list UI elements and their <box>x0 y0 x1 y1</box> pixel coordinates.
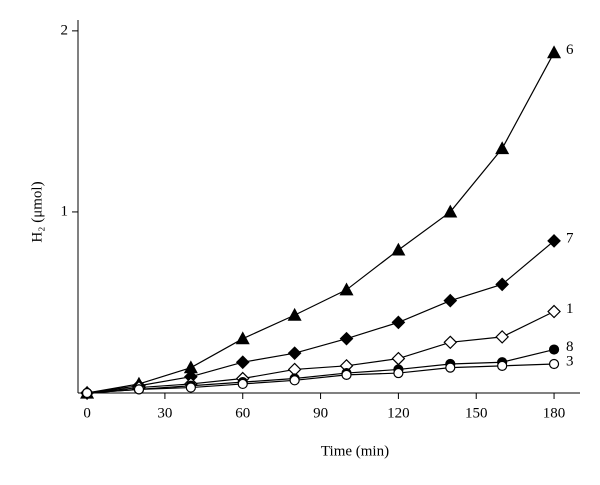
marker <box>391 351 406 366</box>
series-line <box>86 240 555 394</box>
marker <box>339 282 354 296</box>
marker <box>133 384 145 395</box>
x-tick-label: 120 <box>387 405 410 421</box>
marker <box>287 346 302 361</box>
marker <box>341 369 352 380</box>
marker <box>443 335 458 350</box>
y-tick-label: 2 <box>61 22 69 38</box>
x-tick-label: 0 <box>83 405 91 421</box>
marker <box>443 293 458 308</box>
marker <box>289 375 300 386</box>
marker <box>547 304 561 319</box>
marker <box>235 331 250 345</box>
marker <box>81 387 93 399</box>
marker <box>547 234 561 248</box>
x-tick-label: 60 <box>235 405 250 421</box>
marker <box>547 45 562 59</box>
marker <box>235 355 250 370</box>
x-tick-label: 90 <box>313 405 328 421</box>
series-label: 3 <box>566 353 574 369</box>
marker <box>287 307 302 321</box>
marker <box>391 242 406 256</box>
series-line <box>87 348 555 394</box>
marker <box>443 204 458 218</box>
series-line <box>87 310 555 394</box>
series-label: 6 <box>566 42 574 58</box>
marker <box>495 330 510 344</box>
marker <box>391 315 406 330</box>
marker <box>495 141 510 155</box>
y-axis-label: H₂ (μmol) <box>29 181 45 242</box>
series-line <box>86 52 555 394</box>
series-label: 8 <box>566 339 574 355</box>
marker <box>548 358 560 370</box>
x-tick-label: 150 <box>465 405 488 421</box>
series-line <box>87 363 555 394</box>
y-tick-label: 1 <box>61 203 69 219</box>
x-tick-label: 30 <box>157 405 172 421</box>
marker <box>339 331 354 346</box>
series-label: 7 <box>566 230 574 246</box>
marker <box>495 277 510 292</box>
marker <box>445 362 456 373</box>
x-tick-label: 180 <box>543 405 566 421</box>
x-axis-label: Time (min) <box>321 443 389 459</box>
marker <box>237 378 248 390</box>
marker <box>548 344 560 355</box>
marker <box>497 360 508 371</box>
marker <box>185 382 196 393</box>
series-label: 1 <box>566 301 574 317</box>
marker <box>393 367 404 379</box>
